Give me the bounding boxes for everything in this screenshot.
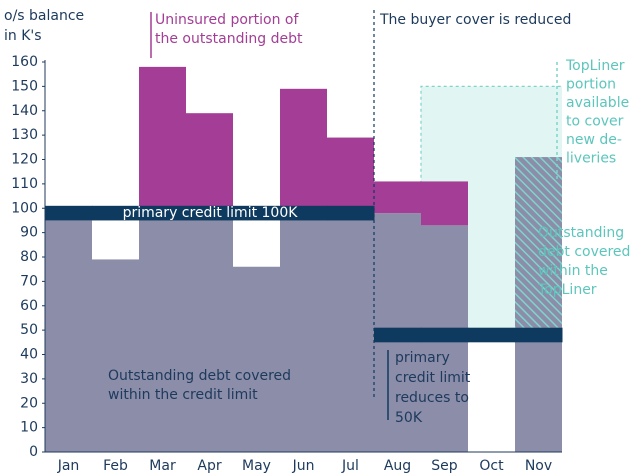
annotation: Uninsured portion of bbox=[155, 12, 299, 28]
annotation: reduces to bbox=[395, 390, 469, 406]
x-tick-label: Jul bbox=[341, 458, 359, 474]
annotation: primary bbox=[395, 350, 450, 366]
annotation: primary credit limit 100K bbox=[123, 205, 299, 221]
y-tick-label: 100 bbox=[11, 200, 38, 216]
y-tick-label: 0 bbox=[29, 444, 38, 460]
bar-segment bbox=[233, 266, 280, 452]
annotation: portion bbox=[566, 77, 616, 93]
bar-segment bbox=[139, 66, 186, 209]
bar-segment bbox=[515, 157, 562, 328]
annotation: within the credit limit bbox=[108, 387, 258, 403]
x-tick-label: Apr bbox=[197, 458, 221, 474]
y-axis-title: o/s balance bbox=[4, 8, 84, 24]
annotation: liveries bbox=[566, 151, 616, 167]
bar-segment bbox=[92, 259, 139, 452]
annotation: available bbox=[566, 95, 629, 111]
annotation: within the bbox=[538, 263, 608, 279]
bar-segment bbox=[139, 208, 186, 452]
x-tick-label: Jun bbox=[292, 458, 315, 474]
y-axis-title: in K's bbox=[4, 28, 42, 44]
y-tick-label: 40 bbox=[20, 347, 38, 363]
y-tick-label: 130 bbox=[11, 127, 38, 143]
x-tick-label: Aug bbox=[384, 458, 411, 474]
y-tick-label: 150 bbox=[11, 78, 38, 94]
bar-segment bbox=[186, 208, 233, 452]
annotation: Outstanding bbox=[538, 225, 624, 241]
x-tick-label: Sep bbox=[431, 458, 458, 474]
credit-limit bbox=[421, 327, 469, 343]
credit-limit bbox=[186, 205, 234, 221]
credit-limit bbox=[515, 327, 563, 343]
y-tick-label: 70 bbox=[20, 273, 38, 289]
y-tick-label: 140 bbox=[11, 103, 38, 119]
x-tick-label: Nov bbox=[525, 458, 552, 474]
credit-limit bbox=[139, 205, 187, 221]
annotation: TopLiner bbox=[565, 58, 625, 74]
credit-limit bbox=[468, 327, 516, 343]
bar-segment bbox=[45, 220, 92, 452]
topliner-region bbox=[468, 86, 515, 328]
bar-segment bbox=[186, 113, 233, 209]
annotation: The buyer cover is reduced bbox=[379, 12, 571, 28]
bar-segment bbox=[374, 181, 421, 214]
y-tick-label: 30 bbox=[20, 371, 38, 387]
credit-limit bbox=[280, 205, 328, 221]
annotation: 50K bbox=[395, 410, 423, 426]
y-tick-label: 110 bbox=[11, 176, 38, 192]
bar-segment bbox=[515, 327, 562, 452]
annotation: credit limit bbox=[395, 370, 471, 386]
bar-segment bbox=[280, 88, 327, 209]
credit-limit bbox=[233, 205, 281, 221]
x-tick-label: May bbox=[242, 458, 271, 474]
credit-limit bbox=[92, 205, 140, 221]
bar-segment bbox=[327, 137, 374, 209]
bar-segment bbox=[327, 208, 374, 452]
y-tick-label: 120 bbox=[11, 152, 38, 168]
x-tick-label: Jan bbox=[57, 458, 80, 474]
annotation: the outstanding debt bbox=[155, 31, 303, 47]
annotation: to cover bbox=[566, 114, 624, 130]
x-tick-label: Feb bbox=[103, 458, 128, 474]
credit-limit bbox=[374, 327, 422, 343]
annotation: Outstanding debt covered bbox=[108, 368, 291, 384]
y-tick-label: 160 bbox=[11, 54, 38, 70]
y-tick-label: 10 bbox=[20, 420, 38, 436]
annotation: new de- bbox=[566, 132, 622, 148]
y-tick-label: 80 bbox=[20, 249, 38, 265]
annotation: debt covered bbox=[538, 244, 630, 260]
bar-segment bbox=[280, 208, 327, 452]
x-tick-label: Mar bbox=[149, 458, 176, 474]
y-tick-label: 90 bbox=[20, 225, 38, 241]
credit-limit bbox=[327, 205, 375, 221]
bar-segment bbox=[421, 181, 468, 226]
credit-limit bbox=[45, 205, 93, 221]
x-tick-label: Oct bbox=[479, 458, 504, 474]
y-tick-label: 50 bbox=[20, 322, 38, 338]
y-tick-label: 60 bbox=[20, 298, 38, 314]
annotation: TopLiner bbox=[537, 282, 597, 298]
y-tick-label: 20 bbox=[20, 395, 38, 411]
